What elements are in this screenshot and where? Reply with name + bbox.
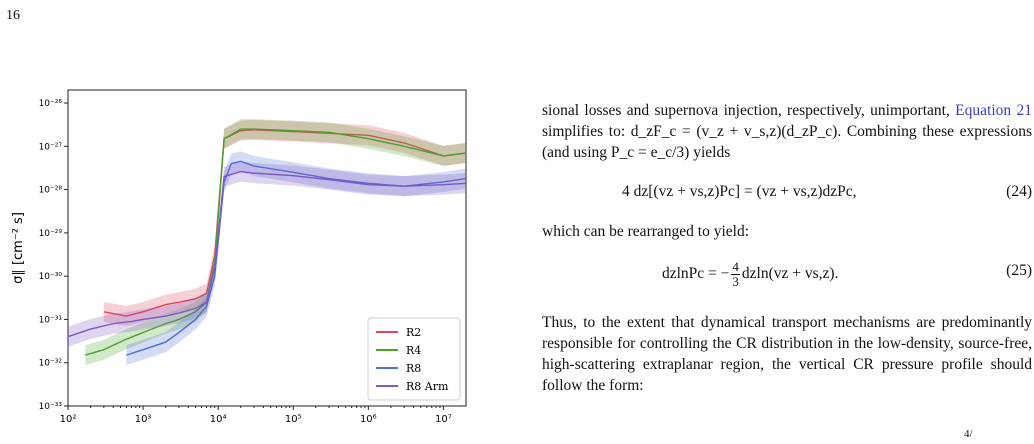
y-tick-label: 10⁻²⁸ <box>39 186 63 196</box>
x-tick-label: 10⁶ <box>360 414 377 425</box>
paragraph-1-pre: sional losses and supernova injection, r… <box>542 102 956 119</box>
next-equation-fragment: 4/ <box>964 428 973 440</box>
series-band-r2 <box>103 119 466 327</box>
equation-24-number: (24) <box>1006 183 1032 200</box>
text-column: sional losses and supernova injection, r… <box>542 100 1032 396</box>
y-tick-label: 10⁻³³ <box>39 402 63 412</box>
series-line-r4 <box>85 128 467 356</box>
x-tick-label: 10⁵ <box>285 414 302 425</box>
equation-21-link[interactable]: Equation 21 <box>955 102 1032 119</box>
x-tick-label: 10² <box>60 414 77 425</box>
y-tick-label: 10⁻²⁷ <box>39 142 63 152</box>
y-tick-label: 10⁻²⁶ <box>39 99 63 109</box>
legend-label: R2 <box>406 326 421 339</box>
series-band-r8-arm <box>68 161 466 347</box>
y-tick-label: 10⁻³⁰ <box>39 272 63 282</box>
paragraph-3: Thus, to the extent that dynamical trans… <box>542 314 1032 394</box>
x-tick-label: 10⁴ <box>210 414 227 425</box>
legend-label: R8 <box>406 362 421 375</box>
legend-label: R4 <box>406 344 421 357</box>
y-tick-label: 10⁻²⁹ <box>39 229 63 239</box>
legend-label: R8 Arm <box>406 380 449 393</box>
legend-box <box>367 317 461 401</box>
series-line-r8 <box>126 160 467 356</box>
equation-25-expression: dzlnPc = −4 3 dzln(vz + vs,z). <box>662 260 838 289</box>
equation-24-expression: 4 dz[(vz + vs,z)Pc] = (vz + vs,z)dzPc, <box>622 183 857 200</box>
equation-24: 4 dz[(vz + vs,z)Pc] = (vz + vs,z)dzPc, (… <box>542 173 1032 211</box>
paragraph-1-post: simplifies to: d_zF_c = (v_z + v_s,z)(d_… <box>542 123 1032 161</box>
equation-25-rhs: dzln(vz + vs,z). <box>741 265 839 283</box>
equation-25-lhs: dzlnPc = − <box>662 265 730 283</box>
equation-25-number: (25) <box>1006 262 1032 279</box>
fraction-numerator: 4 <box>731 259 740 275</box>
y-tick-label: 10⁻³¹ <box>39 315 63 325</box>
paragraph-1: sional losses and supernova injection, r… <box>542 100 1032 163</box>
equation-25: dzlnPc = −4 3 dzln(vz + vs,z). (25) <box>542 252 1032 302</box>
fraction-denominator: 3 <box>732 274 739 289</box>
x-tick-label: 10³ <box>135 414 152 425</box>
y-axis-label: σ∥ [cm⁻² s] <box>11 212 26 284</box>
series-line-r8-arm <box>67 170 467 338</box>
sigma-vs-temperature-figure: 10² 10³ 10⁴ 10⁵ 10⁶ 10⁷ 10⁻³³ 10⁻³² 10⁻³¹ 10⁻³⁰ 10… <box>11 89 467 425</box>
paragraph-2: which can be rearranged to yield: <box>542 223 750 240</box>
x-tick-label: 10⁷ <box>435 414 452 425</box>
y-tick-label: 10⁻³² <box>39 359 63 369</box>
page-number: 16 <box>6 8 20 23</box>
